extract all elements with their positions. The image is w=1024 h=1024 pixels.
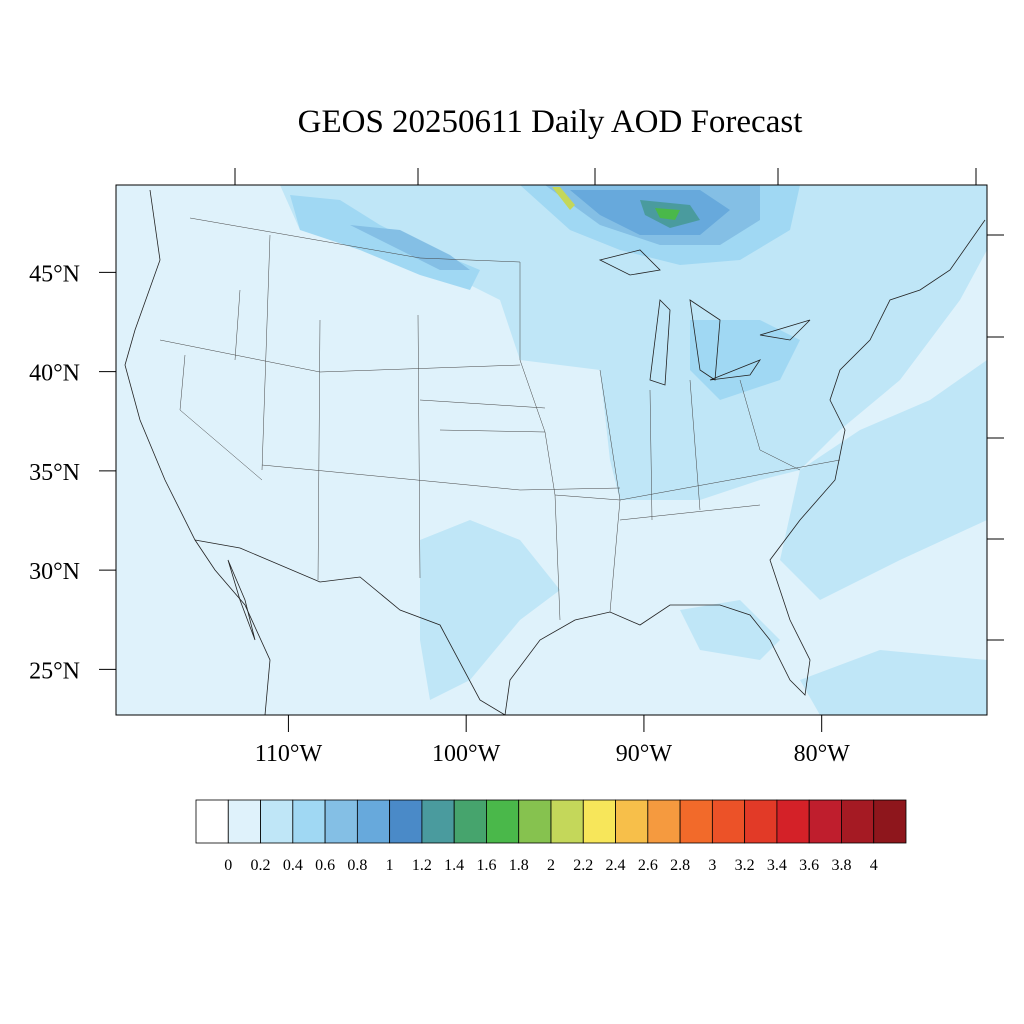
aod-blob bbox=[552, 187, 575, 210]
colorbar-box bbox=[227, 799, 261, 844]
colorbar-label: 3.2 bbox=[735, 857, 755, 874]
y-tick-label: 40°N bbox=[29, 361, 80, 387]
aod-blob bbox=[680, 600, 780, 660]
colorbar-label: 2.4 bbox=[606, 857, 626, 874]
colorbar-box bbox=[776, 799, 810, 844]
y-tick-label: 45°N bbox=[29, 261, 80, 287]
y-tick-label: 35°N bbox=[29, 460, 80, 486]
colorbar-label: 1.4 bbox=[444, 857, 464, 874]
x-tick-label: 80°W bbox=[794, 741, 851, 767]
colorbar-box bbox=[389, 799, 423, 844]
colorbar-label: 3.6 bbox=[799, 857, 819, 874]
colorbar-box bbox=[324, 799, 358, 844]
chart-title: GEOS 20250611 Daily AOD Forecast bbox=[298, 104, 803, 140]
colorbar-box bbox=[808, 799, 842, 844]
colorbar-box bbox=[841, 799, 875, 844]
colorbar-label: 3 bbox=[708, 857, 716, 874]
colorbar-label: 1 bbox=[386, 857, 394, 874]
colorbar-label: 2.6 bbox=[638, 857, 658, 874]
colorbar-label: 0.8 bbox=[347, 857, 367, 874]
colorbar-box bbox=[711, 799, 746, 844]
y-tick-label: 25°N bbox=[29, 658, 80, 684]
colorbar-label: 0 bbox=[224, 857, 232, 874]
colorbar-box bbox=[486, 799, 520, 844]
aod-blob bbox=[800, 650, 987, 715]
colorbar-box bbox=[518, 799, 552, 844]
colorbar-box bbox=[292, 799, 326, 844]
colorbar-box bbox=[453, 799, 487, 844]
x-tick-label: 100°W bbox=[432, 741, 501, 767]
colorbar-box bbox=[550, 799, 584, 844]
colorbar-label: 3.4 bbox=[767, 857, 787, 874]
aod-blob bbox=[690, 320, 800, 400]
colorbar-label: 4 bbox=[870, 857, 878, 874]
colorbar-label: 1.2 bbox=[412, 857, 432, 874]
colorbar-box bbox=[615, 799, 649, 844]
colorbar-label: 1.8 bbox=[509, 857, 529, 874]
colorbar-box bbox=[744, 799, 778, 844]
colorbar-box bbox=[647, 799, 681, 844]
x-tick-label: 90°W bbox=[616, 741, 673, 767]
colorbar-box bbox=[356, 799, 391, 844]
y-tick-label: 30°N bbox=[29, 559, 80, 585]
colorbar-label: 0.6 bbox=[315, 857, 335, 874]
colorbar-box bbox=[873, 799, 907, 844]
colorbar-label: 2.2 bbox=[573, 857, 593, 874]
colorbar-label: 0.4 bbox=[283, 857, 303, 874]
x-tick-label: 110°W bbox=[255, 741, 323, 767]
colorbar-box bbox=[679, 799, 713, 844]
aod-blob bbox=[655, 208, 680, 220]
colorbar-label: 0.2 bbox=[251, 857, 271, 874]
frame-ticks bbox=[234, 168, 1004, 641]
colorbar-label: 1.6 bbox=[476, 857, 496, 874]
colorbar-box bbox=[582, 799, 616, 844]
colorbar-box bbox=[421, 799, 455, 844]
colorbar-label: 2.8 bbox=[670, 857, 690, 874]
colorbar-box bbox=[195, 799, 229, 844]
aod-blob bbox=[420, 520, 560, 700]
colorbar-label: 3.8 bbox=[831, 857, 851, 874]
colorbar-box bbox=[260, 799, 294, 844]
colorbar-label: 2 bbox=[547, 857, 555, 874]
aod-blob bbox=[780, 360, 987, 600]
map-frame bbox=[115, 184, 988, 716]
map-field bbox=[116, 185, 987, 715]
